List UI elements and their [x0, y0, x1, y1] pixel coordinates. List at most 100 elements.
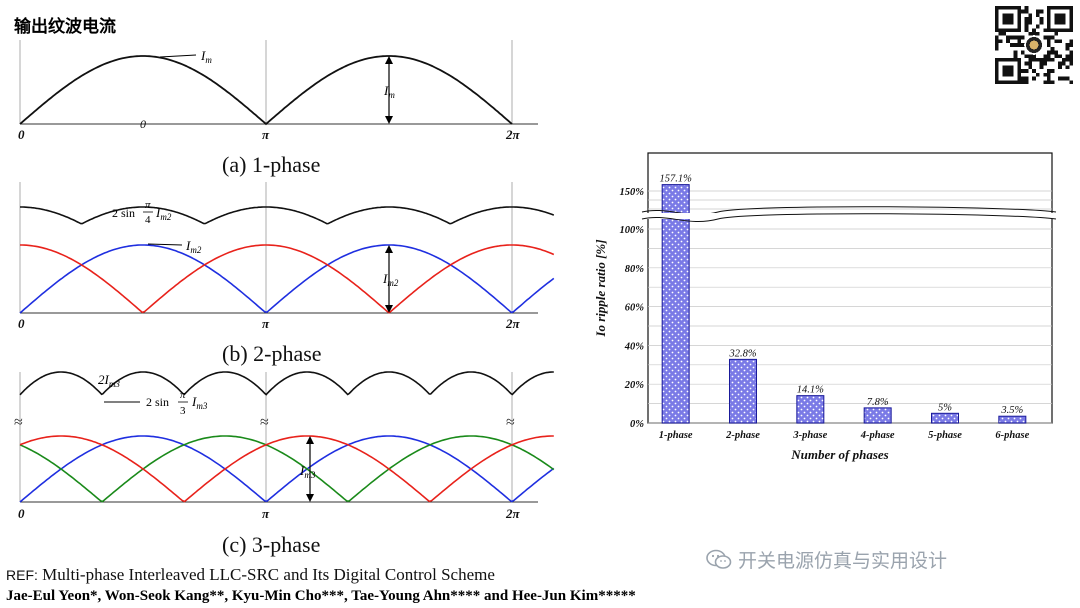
panel-b-label-im2-sub: m2	[190, 245, 201, 255]
qr-module	[1024, 6, 1029, 10]
qr-module	[998, 39, 1003, 44]
qr-module	[1035, 58, 1040, 62]
qr-module	[1021, 50, 1025, 55]
reference-label: REF:	[6, 567, 38, 583]
panel-c-envelope	[19, 371, 554, 396]
qr-module	[1032, 58, 1036, 62]
y-axis-title: Io ripple ratio [%]	[593, 239, 608, 337]
qr-module	[1021, 80, 1025, 84]
qr-module	[1043, 72, 1047, 77]
qr-module	[1024, 76, 1029, 81]
panel-b-label-im2: Im2	[185, 238, 202, 255]
qr-module	[1017, 43, 1021, 47]
panel-a-origin-label: 0	[140, 117, 146, 131]
qr-finder-core	[1002, 13, 1014, 25]
panel-b-env-pi: π	[145, 199, 151, 211]
qr-module	[1043, 54, 1047, 58]
qr-module	[1024, 20, 1029, 25]
panel-c-label-2im3-sub: m3	[109, 379, 120, 389]
panel-a-leader	[159, 54, 197, 58]
qr-module	[1050, 69, 1055, 73]
panel-b-env-label: 2 sin	[112, 206, 135, 220]
qr-module	[1024, 61, 1029, 66]
qr-module	[1024, 69, 1029, 73]
qr-module	[1050, 50, 1055, 55]
watermark: 开关电源仿真与实用设计	[706, 546, 947, 573]
qr-finder-core	[1002, 65, 1014, 77]
panel-c-env-pi: π	[180, 389, 186, 401]
panel-b-amplitude-arrow-head-down	[385, 305, 393, 313]
caption-1-phase: (a) 1-phase	[222, 152, 321, 177]
qr-module	[1069, 50, 1073, 55]
panel-c-wave-blue	[19, 435, 555, 503]
panel-b-env-den: 4	[145, 214, 151, 226]
ripple-ratio-chart: 0% 20% 40% 60% 80% 100% 150% 157.1% 1-phase 32.8%…	[593, 152, 1057, 462]
qr-module	[1039, 65, 1044, 70]
qr-module	[1024, 17, 1029, 21]
qr-module	[1032, 54, 1036, 58]
qr-module	[1021, 69, 1025, 73]
panel-c-tick-label: π	[262, 506, 270, 521]
qr-module	[1065, 65, 1070, 70]
qr-module	[1054, 39, 1059, 44]
qr-module	[1069, 61, 1073, 66]
qr-module	[1013, 43, 1018, 47]
axis-break-gap	[642, 213, 1056, 219]
qr-module	[1028, 61, 1033, 66]
qr-module	[1061, 61, 1066, 66]
x-tick-label: 6-phase	[995, 430, 1029, 441]
qr-module	[1058, 61, 1062, 66]
x-tick-label: 1-phase	[659, 430, 693, 441]
qr-module	[1039, 61, 1044, 66]
panel-a-amplitude-arrow-head-down	[385, 116, 393, 124]
bar-6-phase	[998, 415, 1027, 424]
panel-a-tick-label: 2π	[505, 127, 521, 142]
panel-c-wave-green	[19, 435, 555, 503]
qr-module	[1013, 50, 1018, 55]
qr-module	[1069, 39, 1073, 44]
qr-module	[1006, 35, 1010, 40]
qr-module	[1065, 76, 1070, 81]
panel-c-break-mark: ≈	[260, 414, 269, 431]
qr-module	[1024, 9, 1029, 14]
panel-a-amplitude-arrow-head-up	[385, 56, 393, 64]
qr-module	[1054, 32, 1059, 36]
qr-module	[1050, 80, 1055, 84]
qr-module	[1058, 65, 1062, 70]
qr-logo-core	[1029, 40, 1039, 50]
qr-module	[1032, 76, 1036, 81]
qr-module	[1035, 13, 1040, 18]
qr-module	[1035, 9, 1040, 14]
y-tick-label: 150%	[620, 187, 645, 198]
page-title: 输出纹波电流	[14, 17, 116, 37]
qr-module	[1039, 17, 1044, 21]
qr-module	[1043, 35, 1047, 40]
qr-module	[1050, 46, 1055, 51]
bar-3-phase	[796, 395, 825, 424]
bar-value-label: 5%	[938, 402, 952, 413]
qr-module	[1047, 76, 1051, 81]
qr-module	[1054, 54, 1059, 58]
bar-2-phase	[729, 358, 757, 424]
panel-a-label-im-sub: m	[205, 55, 212, 65]
qr-module	[1069, 54, 1073, 58]
bar-value-label: 3.5%	[1000, 405, 1023, 416]
qr-module	[1058, 76, 1062, 81]
qr-module	[1028, 54, 1033, 58]
qr-module	[1050, 58, 1055, 62]
panel-b-leader	[147, 243, 183, 246]
qr-module	[1047, 43, 1051, 47]
panel-c-env-im3-sub: m3	[196, 401, 207, 411]
x-axis-title: Number of phases	[790, 447, 889, 462]
qr-module	[1028, 65, 1033, 70]
qr-module	[1047, 58, 1051, 62]
qr-module	[1065, 58, 1070, 62]
panel-b-tick-label: π	[262, 316, 270, 331]
qr-module	[1017, 35, 1021, 40]
qr-module	[1021, 35, 1025, 40]
panel-c-break-mark: ≈	[506, 414, 515, 431]
qr-module	[1058, 39, 1062, 44]
panel-b-wave-blue	[19, 244, 555, 314]
panel-c-tick-label: 2π	[505, 506, 521, 521]
